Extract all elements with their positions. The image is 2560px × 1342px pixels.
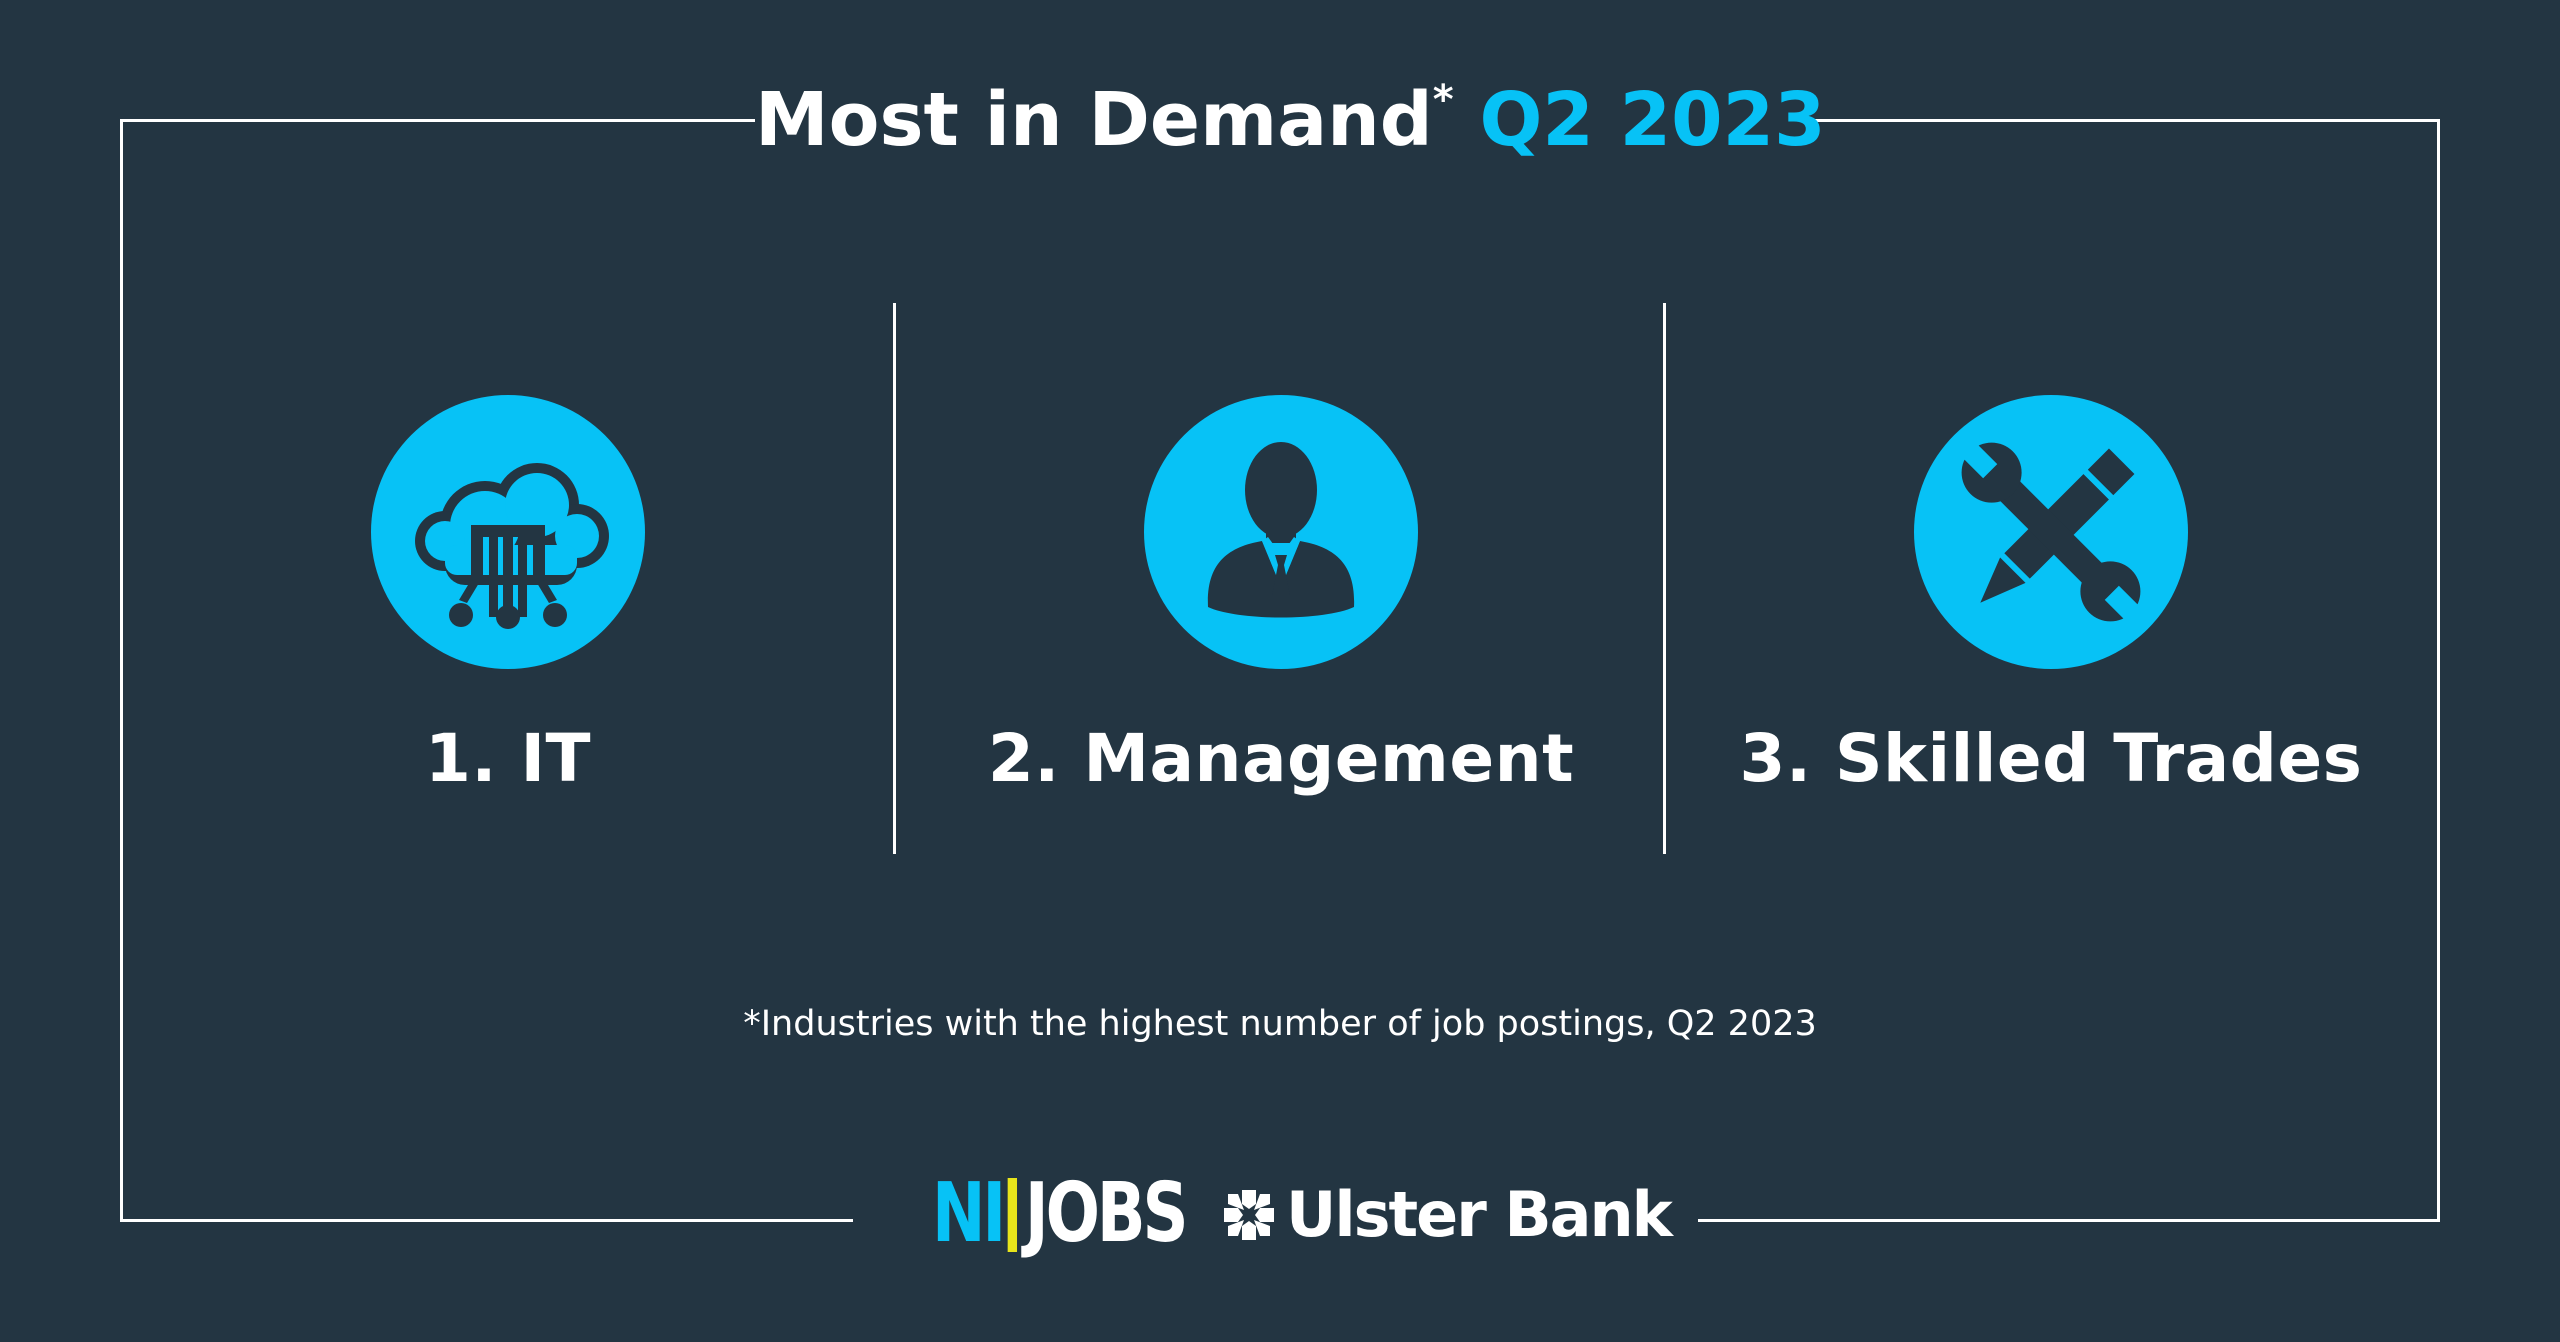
page-title: Most in Demand* Q2 2023 (755, 60, 1826, 180)
category-it: 1. IT (123, 395, 893, 804)
nijobs-logo-bar (1007, 1178, 1018, 1252)
category-label: 2. Management (987, 720, 1575, 797)
nijobs-logo: NI JOBS (932, 1166, 1189, 1261)
frame-line-left (120, 119, 123, 1222)
business-person-icon (1144, 395, 1418, 669)
frame-line-bottom-left (120, 1219, 853, 1222)
category-skilled-trades: 3. Skilled Trades (1666, 395, 2436, 804)
ulster-bank-mark-icon (1224, 1190, 1274, 1240)
title-asterisk: * (1432, 77, 1454, 123)
title-main: Most in Demand (755, 77, 1433, 163)
footnote: *Industries with the highest number of j… (743, 1004, 1817, 1044)
frame-line-top-right (1803, 119, 2440, 122)
nijobs-logo-ni: NI (932, 1166, 1006, 1261)
ulster-bank-logo-text: Ulster Bank (1286, 1178, 1673, 1251)
nijobs-logo-jobs: JOBS (1024, 1166, 1189, 1261)
category-label: 1. IT (424, 720, 592, 797)
cloud-network-icon (371, 395, 645, 669)
frame-line-right (2437, 119, 2440, 1222)
frame-line-top-left (120, 119, 755, 122)
wrench-pencil-icon (1914, 395, 2188, 669)
category-label: 3. Skilled Trades (1739, 720, 2363, 797)
column-divider (1663, 303, 1666, 854)
frame-line-bottom-right (1698, 1219, 2440, 1222)
ulster-bank-logo: Ulster Bank (1222, 1178, 1673, 1251)
category-management: 2. Management (896, 395, 1666, 804)
title-period: Q2 2023 (1479, 77, 1826, 163)
column-divider (893, 303, 896, 854)
